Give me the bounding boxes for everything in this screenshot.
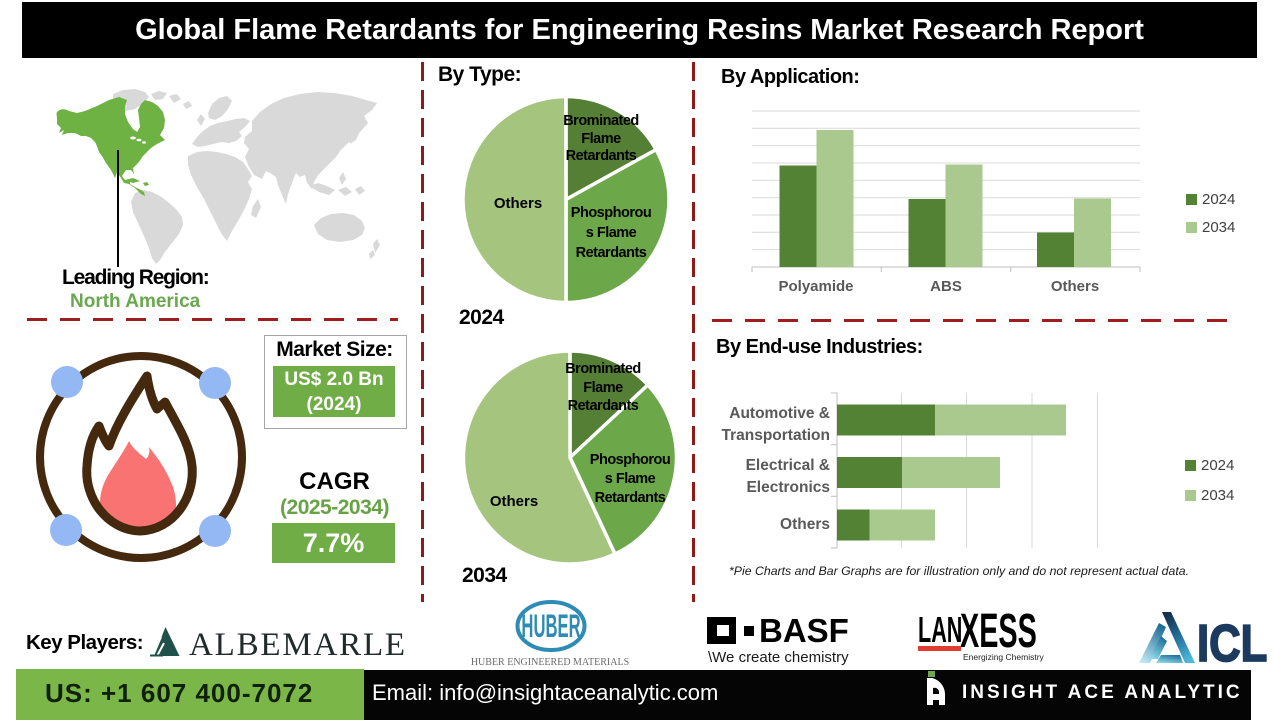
svg-text:HUBER: HUBER [521,609,580,644]
